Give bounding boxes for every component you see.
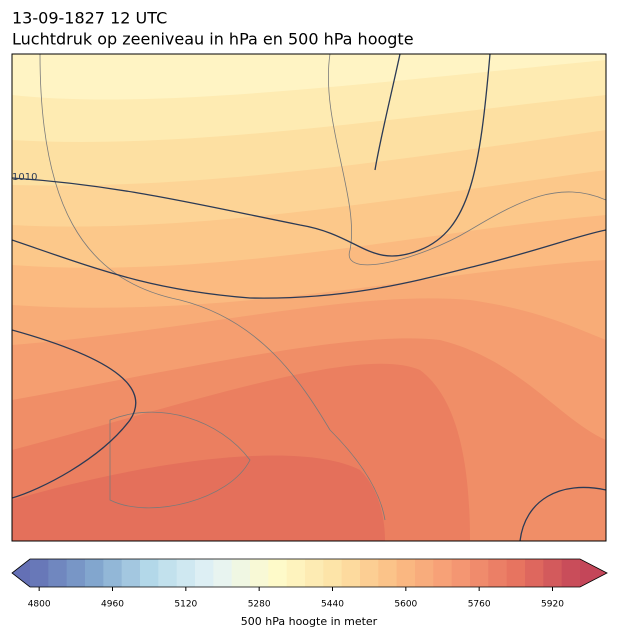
colorbar-tick-label: 5760 (468, 600, 491, 610)
colorbar-segment (305, 559, 324, 587)
coastline (329, 429, 386, 521)
colorbar-segment (341, 559, 361, 587)
coastline (39, 54, 331, 431)
coastline (109, 411, 251, 509)
colorbar-segment (543, 559, 563, 587)
isobar (12, 229, 606, 299)
colorbar-segment (378, 559, 398, 587)
isobar (12, 329, 137, 499)
colorbar-segment (286, 559, 306, 587)
colorbar-segment (470, 559, 489, 587)
colorbar-segment (451, 559, 471, 587)
map-frame (11, 53, 607, 542)
colorbar-segment (231, 559, 251, 587)
colorbar-segment (176, 559, 196, 587)
colorbar-tick-label: 5280 (248, 600, 271, 610)
colorbar-segment (213, 559, 233, 587)
colorbar-segment (30, 559, 49, 587)
isobar (12, 54, 491, 257)
isobar (374, 54, 401, 171)
colorbar-outline (11, 558, 608, 588)
colorbar-segment (525, 559, 544, 587)
colorbar-segment (250, 559, 269, 587)
colorbar-extend (12, 559, 30, 587)
colorbar-segment (103, 559, 123, 587)
coastline (328, 54, 606, 266)
title-line-1: 13-09-1827 12 UTC (12, 9, 167, 28)
colorbar-tick-label: 4960 (101, 600, 124, 610)
contour-label: 1010 (12, 172, 37, 183)
colorbar-tick-label: 5600 (394, 600, 417, 610)
colorbar-segment (121, 559, 141, 587)
colorbar-segment (140, 559, 159, 587)
colorbar: 4800 4960 5120 5280 5440 5600 5760 5920 (11, 558, 608, 610)
colorbar-tick-label: 5440 (321, 600, 344, 610)
colorbar-label: 500 hPa hoogte in meter (241, 615, 378, 628)
colorbar-segment (415, 559, 434, 587)
colorbar-segment (433, 559, 453, 587)
colorbar-segment (195, 559, 214, 587)
colorbar-extend (580, 559, 607, 587)
map: 1010 (12, 54, 606, 541)
colorbar-segment (66, 559, 86, 587)
colorbar-segment (48, 559, 68, 587)
colorbar-tick-label: 5920 (541, 600, 564, 610)
colorbar-segment (323, 559, 343, 587)
title-line-2: Luchtdruk op zeeniveau in hPa en 500 hPa… (12, 30, 414, 49)
colorbar-segment (360, 559, 379, 587)
band (12, 455, 385, 541)
isobar (519, 486, 606, 541)
colorbar-segment (561, 559, 581, 587)
colorbar-segment (396, 559, 416, 587)
colorbar-segment (506, 559, 526, 587)
colorbar-tick-label: 4800 (28, 600, 51, 610)
colorbar-segment (268, 559, 288, 587)
colorbar-tick-label: 5120 (174, 600, 197, 610)
colorbar-segment (488, 559, 508, 587)
colorbar-segment (158, 559, 178, 587)
colorbar-segment (85, 559, 104, 587)
